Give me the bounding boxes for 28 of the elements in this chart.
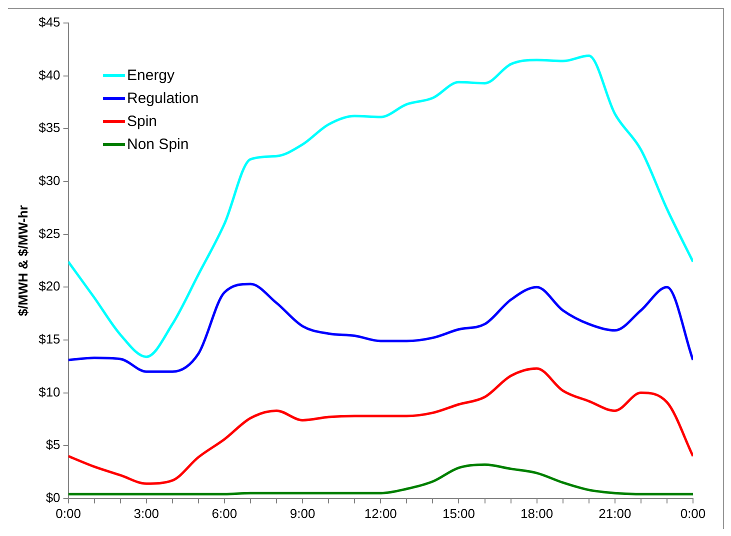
- line-series: [68, 282, 693, 373]
- x-tick-label: 3:00: [134, 506, 160, 521]
- x-tick-label: 15:00: [442, 506, 476, 521]
- legend-label: Spin: [127, 113, 158, 130]
- x-tick-label: 9:00: [290, 506, 316, 521]
- y-tick-label: $30: [38, 173, 60, 188]
- legend-label: Non Spin: [127, 136, 189, 153]
- y-tick-label: $10: [38, 384, 60, 400]
- y-axis-title: $/MWH & $/MW-hr: [15, 205, 30, 316]
- y-tick-label: $15: [38, 332, 60, 347]
- y-tick-label: $20: [38, 278, 60, 294]
- legend-label: Energy: [127, 67, 175, 84]
- line-series: [68, 367, 693, 485]
- y-tick-label: $5: [46, 437, 60, 452]
- y-tick-label: $45: [38, 14, 60, 30]
- x-tick-label: 21:00: [598, 506, 632, 521]
- line-series: [68, 463, 693, 496]
- x-tick-label: 6:00: [212, 506, 238, 521]
- y-tick-label: $35: [38, 120, 60, 136]
- x-tick-label: 0:00: [680, 506, 706, 521]
- y-tick-label: $25: [38, 226, 60, 241]
- x-tick-label: 0:00: [56, 506, 81, 521]
- line-series: [68, 54, 693, 358]
- x-tick-label: 18:00: [520, 506, 554, 521]
- y-tick-label: $0: [46, 490, 60, 505]
- legend-label: Regulation: [127, 90, 199, 107]
- x-tick-label: 12:00: [364, 506, 397, 521]
- y-tick-label: $40: [38, 67, 60, 82]
